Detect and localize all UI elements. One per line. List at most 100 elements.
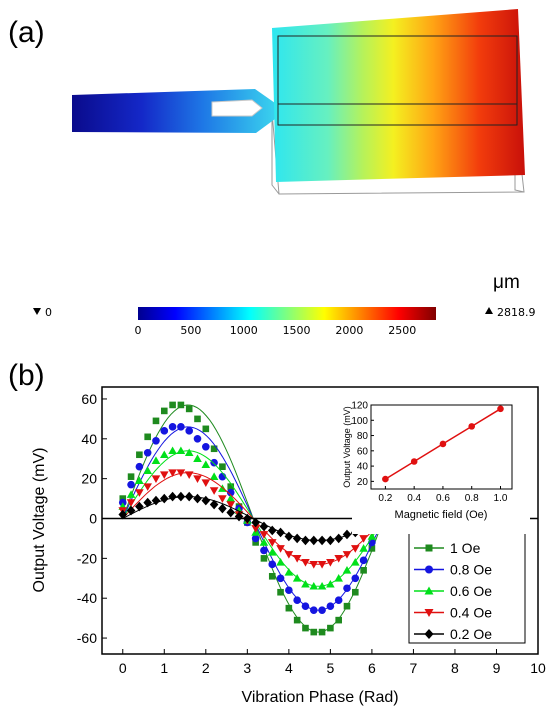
y-tick-label: -20 [77,550,97,566]
data-point [292,555,302,563]
colorbar-tick-label: 2500 [388,324,416,337]
x-tick-label: 9 [493,660,501,676]
data-point [210,445,218,453]
data-point [227,483,235,490]
data-point [302,624,309,632]
data-point [351,588,359,596]
data-point [226,488,235,497]
y-tick-label: 60 [81,391,97,407]
data-point [126,505,136,516]
data-point [293,616,301,624]
y-tick-label: -60 [77,630,97,646]
inset-x-tick-label: 0.8 [465,493,479,504]
data-point [160,427,169,435]
data-point [359,556,368,565]
unit-label: μm [493,272,520,293]
data-point [194,415,201,423]
inset-y-tick-label: 20 [357,477,369,488]
data-point [276,558,285,566]
data-point [185,427,193,435]
x-tick-label: 4 [285,660,293,676]
x-tick-label: 2 [202,660,210,676]
data-point [309,535,319,546]
data-point [284,531,294,542]
data-point [292,533,302,544]
main-x-axis-title: Vibration Phase (Rad) [241,689,398,706]
data-point [159,471,169,479]
data-point [334,573,343,582]
data-point [252,539,259,546]
data-point [350,558,360,566]
data-point [210,458,218,467]
data-point [177,423,185,431]
x-tick-label: 5 [326,660,334,676]
proof-mass-plate [272,9,525,182]
data-point [176,469,186,477]
inset-data-point [382,475,389,483]
data-point [168,469,177,477]
inset-x-tick-label: 0.2 [378,493,392,504]
data-point [143,497,152,508]
inset-y-tick-label: 100 [351,416,368,427]
data-point [309,581,319,590]
data-point [334,596,343,605]
data-point [326,559,335,567]
y-tick-label: 40 [81,431,97,447]
data-point [152,436,160,445]
data-point [317,581,327,590]
data-point [317,561,327,569]
inset-y-tick-label: 60 [357,446,369,457]
data-point [218,495,227,503]
inset-axes: 0.2 0.4 0.6 0.8 1.0 20 40 60 80 100 120 [351,401,508,505]
data-point [118,509,128,520]
data-point [127,480,135,489]
y-tick-label: -40 [77,590,97,606]
data-point [159,493,169,504]
data-point [168,491,177,502]
data-point [143,483,152,491]
inset-marks [382,405,504,483]
x-tick-label: 0 [119,660,127,676]
inset-data-point [439,440,447,448]
data-point [184,471,194,479]
data-point [301,535,310,546]
colorbar-gradient [138,307,436,320]
data-point [226,501,236,509]
data-point [143,466,152,474]
data-point [127,473,135,480]
inset-background [352,397,530,534]
inset-data-point [497,405,504,413]
data-point [226,507,236,518]
min-label: 0 [45,306,52,319]
data-point [201,495,211,506]
inset-chart: 0.2 0.4 0.6 0.8 1.0 20 40 60 80 100 120 Magnetic f… [342,397,530,534]
data-point [309,561,319,569]
data-point [317,535,327,546]
data-point [326,579,335,588]
data-point [334,555,343,563]
data-point [159,450,169,459]
y-tick-label: 0 [89,511,97,527]
data-point [285,586,293,595]
x-tick-label: 1 [160,660,168,676]
legend-marker [424,586,434,595]
data-point [185,405,193,413]
data-point [202,425,210,433]
data-point [135,489,144,497]
data-point [351,574,360,583]
data-point [368,545,376,552]
data-point [169,401,176,409]
data-point [219,463,226,471]
beam-slot [211,99,263,117]
inset-y-tick-label: 40 [357,462,369,473]
main-y-axis-title: Output Voltage (mV) [31,448,48,593]
data-point [268,572,276,580]
data-point [176,491,186,502]
legend-marker [425,565,433,574]
data-point [343,584,351,593]
data-point [143,448,152,457]
x-tick-label: 10 [530,660,546,676]
data-point [284,551,294,559]
data-point [276,545,285,553]
data-point [136,451,143,459]
